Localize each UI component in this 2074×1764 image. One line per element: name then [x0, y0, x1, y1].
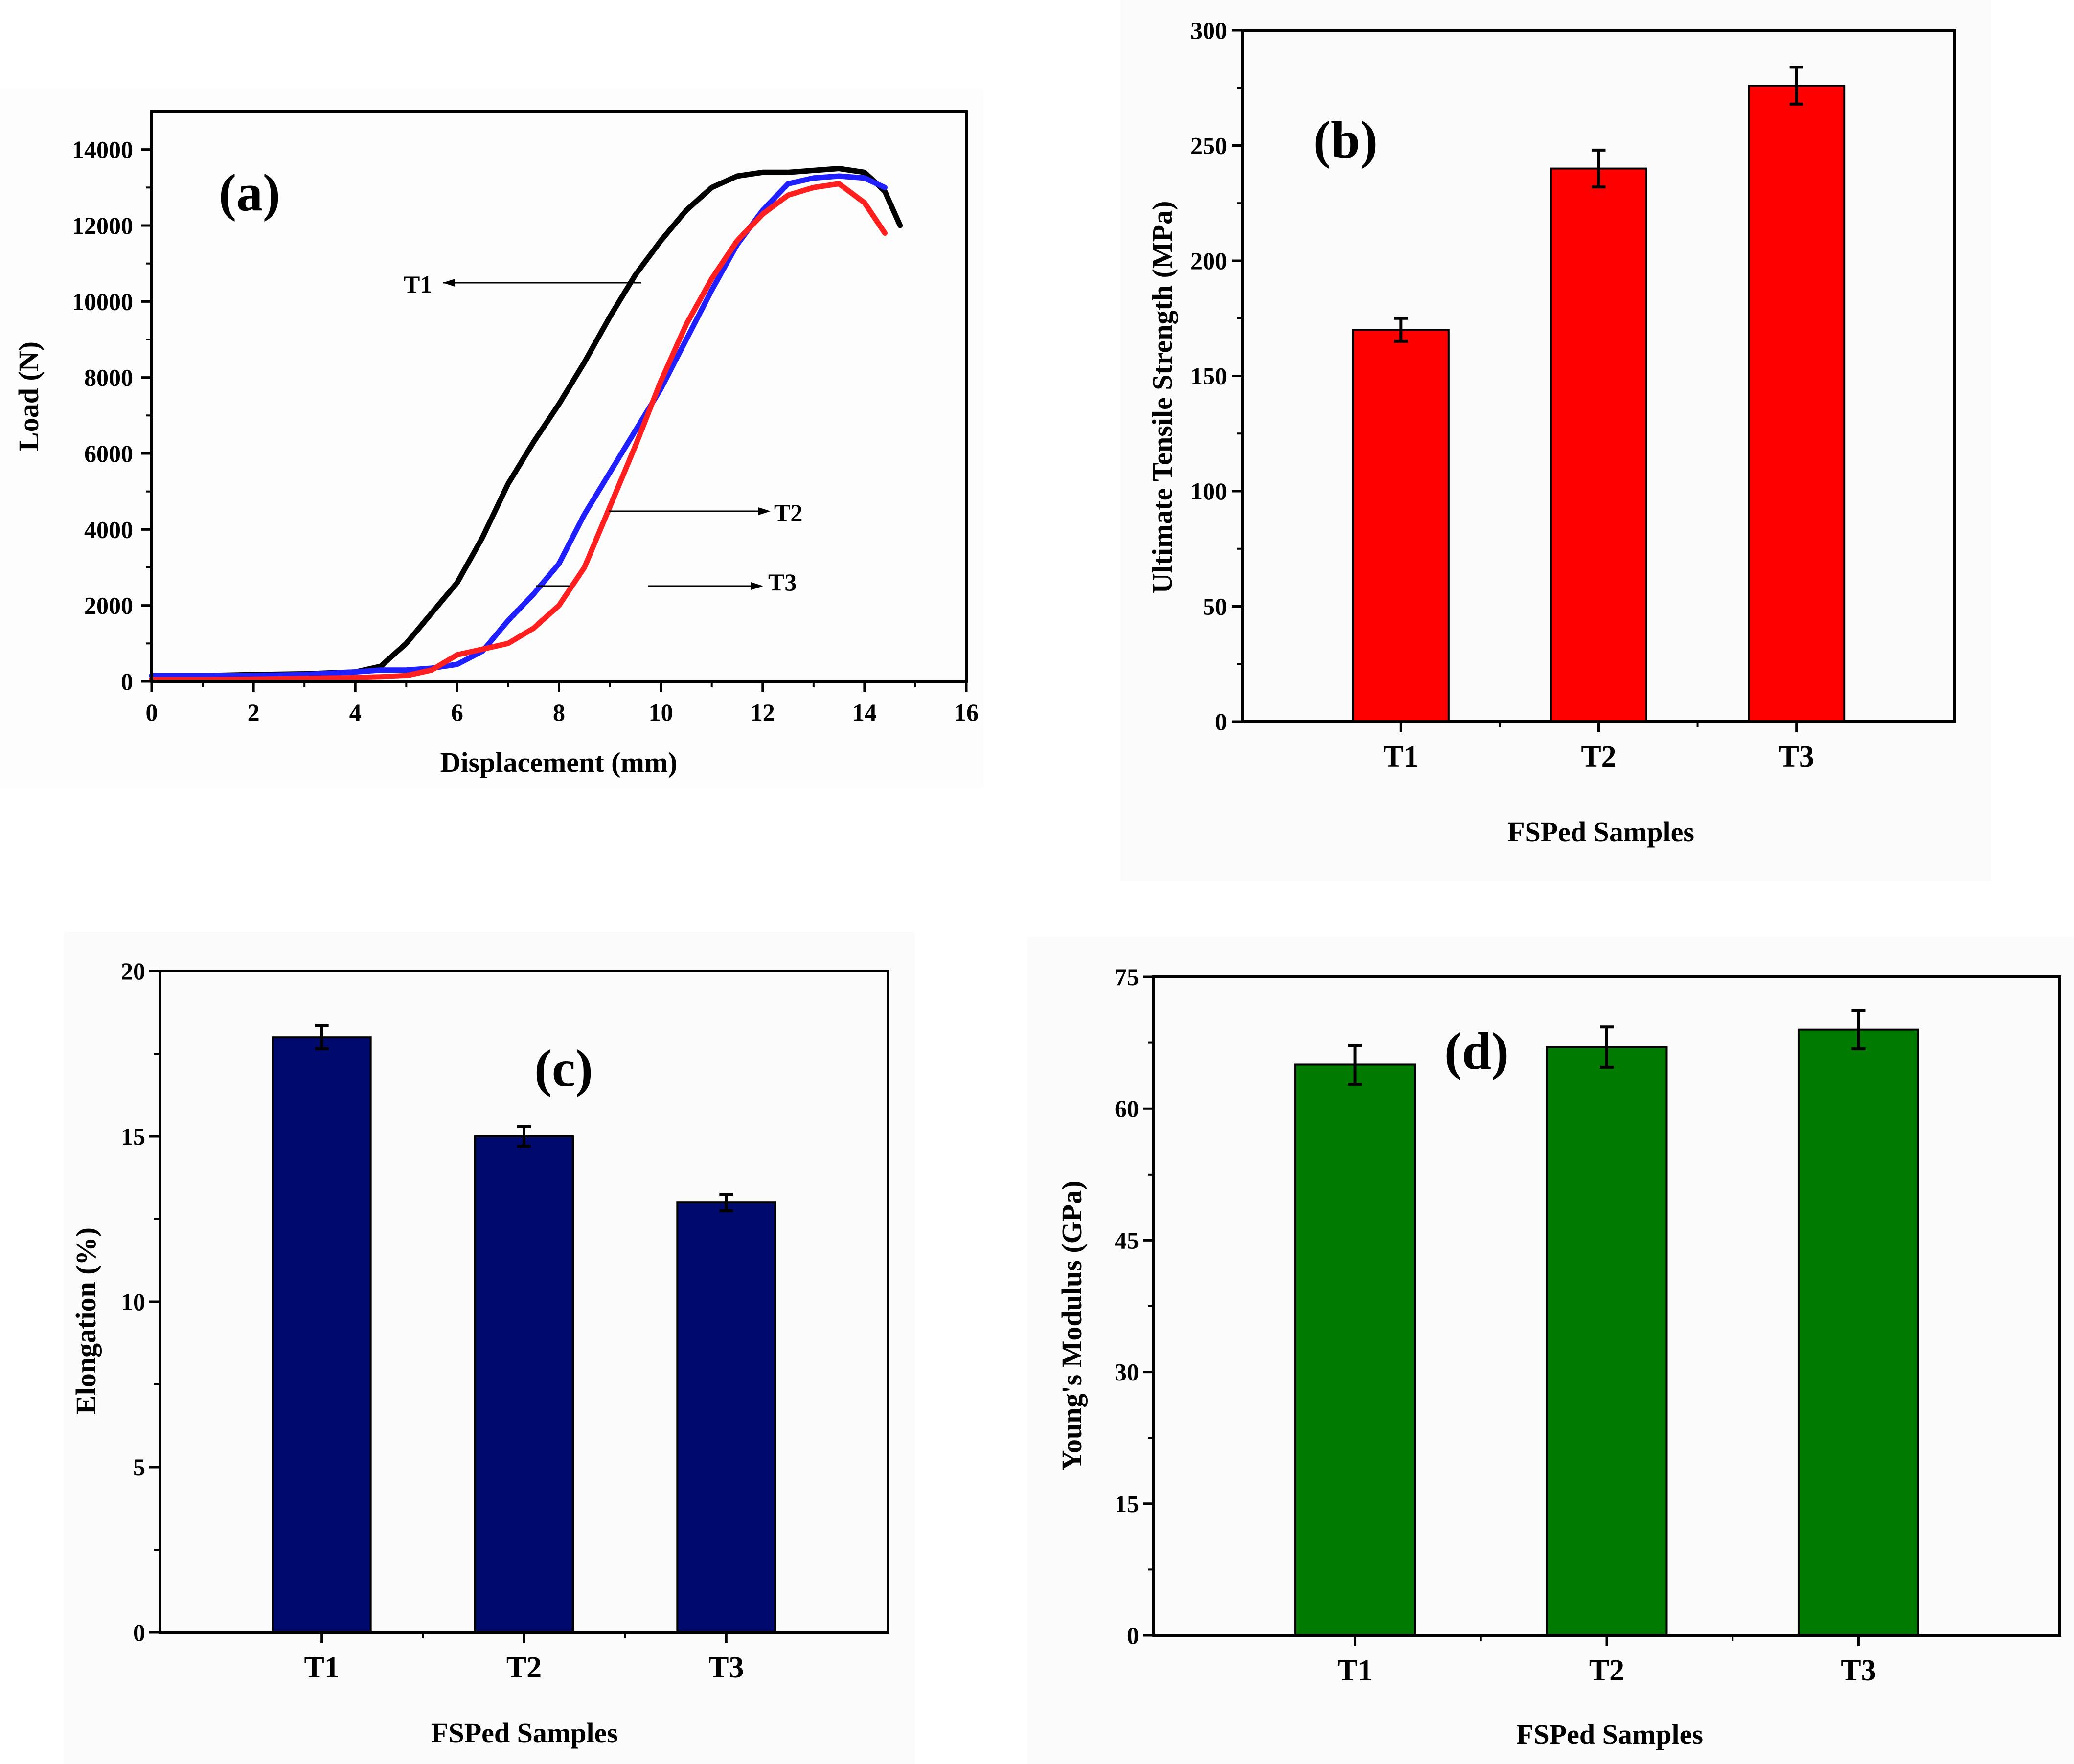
- y-tick-label: 300: [1190, 17, 1227, 44]
- x-tick-label: 0: [146, 699, 158, 726]
- series-label-t3: T3: [768, 568, 797, 596]
- y-tick-label: 0: [1127, 1622, 1139, 1649]
- bar-t3: [1748, 85, 1846, 723]
- bar-t1: [1294, 1063, 1416, 1636]
- panel-label: (d): [1444, 1022, 1509, 1081]
- y-tick-label: 15: [1115, 1490, 1139, 1517]
- y-tick-label: 0: [121, 668, 133, 695]
- y-tick-label: 0: [133, 1619, 145, 1646]
- x-tick-label-t2: T2: [1581, 740, 1616, 773]
- x-tick-label: 10: [649, 699, 673, 726]
- x-tick-label-t3: T3: [1778, 740, 1814, 773]
- x-tick-label-t2: T2: [506, 1651, 542, 1684]
- series-line-t3: [149, 181, 888, 682]
- y-tick-label: 30: [1115, 1358, 1139, 1386]
- x-tick-label: 8: [553, 699, 565, 726]
- y-axis-title: Load (N): [13, 341, 45, 451]
- y-tick-label: 20: [121, 957, 145, 985]
- panel-label: (b): [1313, 111, 1378, 169]
- y-axis-title: Young's Modulus (GPa): [1056, 1180, 1088, 1470]
- panel-label: (c): [534, 1040, 593, 1098]
- x-axis-title: FSPed Samples: [1516, 1719, 1703, 1750]
- bar-t1: [272, 1036, 372, 1633]
- y-tick-label: 100: [1190, 477, 1227, 505]
- x-tick-label-t3: T3: [708, 1651, 744, 1684]
- y-tick-label: 200: [1190, 247, 1227, 274]
- y-tick-label: 15: [121, 1123, 145, 1150]
- x-tick-label-t2: T2: [1589, 1654, 1624, 1687]
- y-tick-label: 6000: [84, 440, 133, 467]
- x-tick-label: 6: [451, 699, 463, 726]
- y-tick-label: 45: [1115, 1226, 1139, 1254]
- bar-t2: [1546, 1046, 1668, 1636]
- series-line-t2: [149, 173, 888, 678]
- y-tick-label: 75: [1115, 963, 1139, 991]
- bar-t3: [676, 1201, 776, 1633]
- y-tick-label: 12000: [72, 212, 133, 239]
- y-tick-label: 4000: [84, 516, 133, 543]
- y-tick-label: 50: [1203, 593, 1227, 620]
- y-tick-label: 2000: [84, 592, 133, 619]
- y-tick-label: 10000: [72, 288, 133, 315]
- x-tick-label: 16: [954, 699, 979, 726]
- x-tick-label-t1: T1: [304, 1651, 339, 1684]
- bar-t2: [1550, 167, 1647, 723]
- y-axis-title: Ultimate Tensile Strength (MPa): [1146, 201, 1178, 594]
- x-tick-label: 12: [751, 699, 775, 726]
- panel-b-bar-chart: 0 50 100 150 200 250 300 T1 T2 T3 (b) FSPed Sampl…: [1120, 0, 1991, 881]
- y-tick-label: 0: [1215, 708, 1227, 735]
- panel-d-bar-chart: 0 15 30 45 60 75 T1 T2 T3 (d) FSPed Samples Youn…: [1027, 937, 2074, 1764]
- annotation-t2: T2: [609, 499, 802, 526]
- series-label-t2: T2: [774, 499, 802, 526]
- annotation-t3: T3: [536, 568, 797, 596]
- x-axis-title: FSPed Samples: [1507, 816, 1694, 848]
- y-tick-label: 10: [121, 1288, 145, 1315]
- annotation-t1: T1: [404, 271, 641, 298]
- y-tick-label: 150: [1190, 362, 1227, 390]
- panel-a-line-chart: 0 2 4 6 8 10 12 14 16 0 2000 4000 6000 8000 10000 12000…: [0, 88, 983, 788]
- x-tick-label-t1: T1: [1337, 1654, 1372, 1687]
- y-axis-title: Elongation (%): [70, 1227, 102, 1414]
- x-tick-label: 14: [852, 699, 877, 726]
- bar-t1: [1352, 329, 1450, 723]
- series-label-t1: T1: [404, 271, 432, 298]
- x-axis-title: FSPed Samples: [431, 1717, 618, 1749]
- y-tick-label: 250: [1190, 132, 1227, 159]
- x-tick-label: 2: [248, 699, 260, 726]
- y-tick-label: 14000: [72, 136, 133, 163]
- bar-t2: [474, 1135, 574, 1633]
- bar-t3: [1797, 1028, 1919, 1636]
- y-tick-label: 60: [1115, 1095, 1139, 1122]
- x-tick-label: 4: [349, 699, 362, 726]
- x-tick-label-t3: T3: [1841, 1654, 1876, 1687]
- y-tick-label: 8000: [84, 364, 133, 391]
- x-axis-title: Displacement (mm): [440, 746, 678, 778]
- panel-c-bar-chart: 0 5 10 15 20 T1 T2 T3 (c) FSPed Samples Elongat…: [64, 932, 915, 1764]
- panel-label: (a): [219, 164, 280, 222]
- x-tick-label-t1: T1: [1383, 740, 1418, 773]
- y-tick-label: 5: [133, 1453, 145, 1481]
